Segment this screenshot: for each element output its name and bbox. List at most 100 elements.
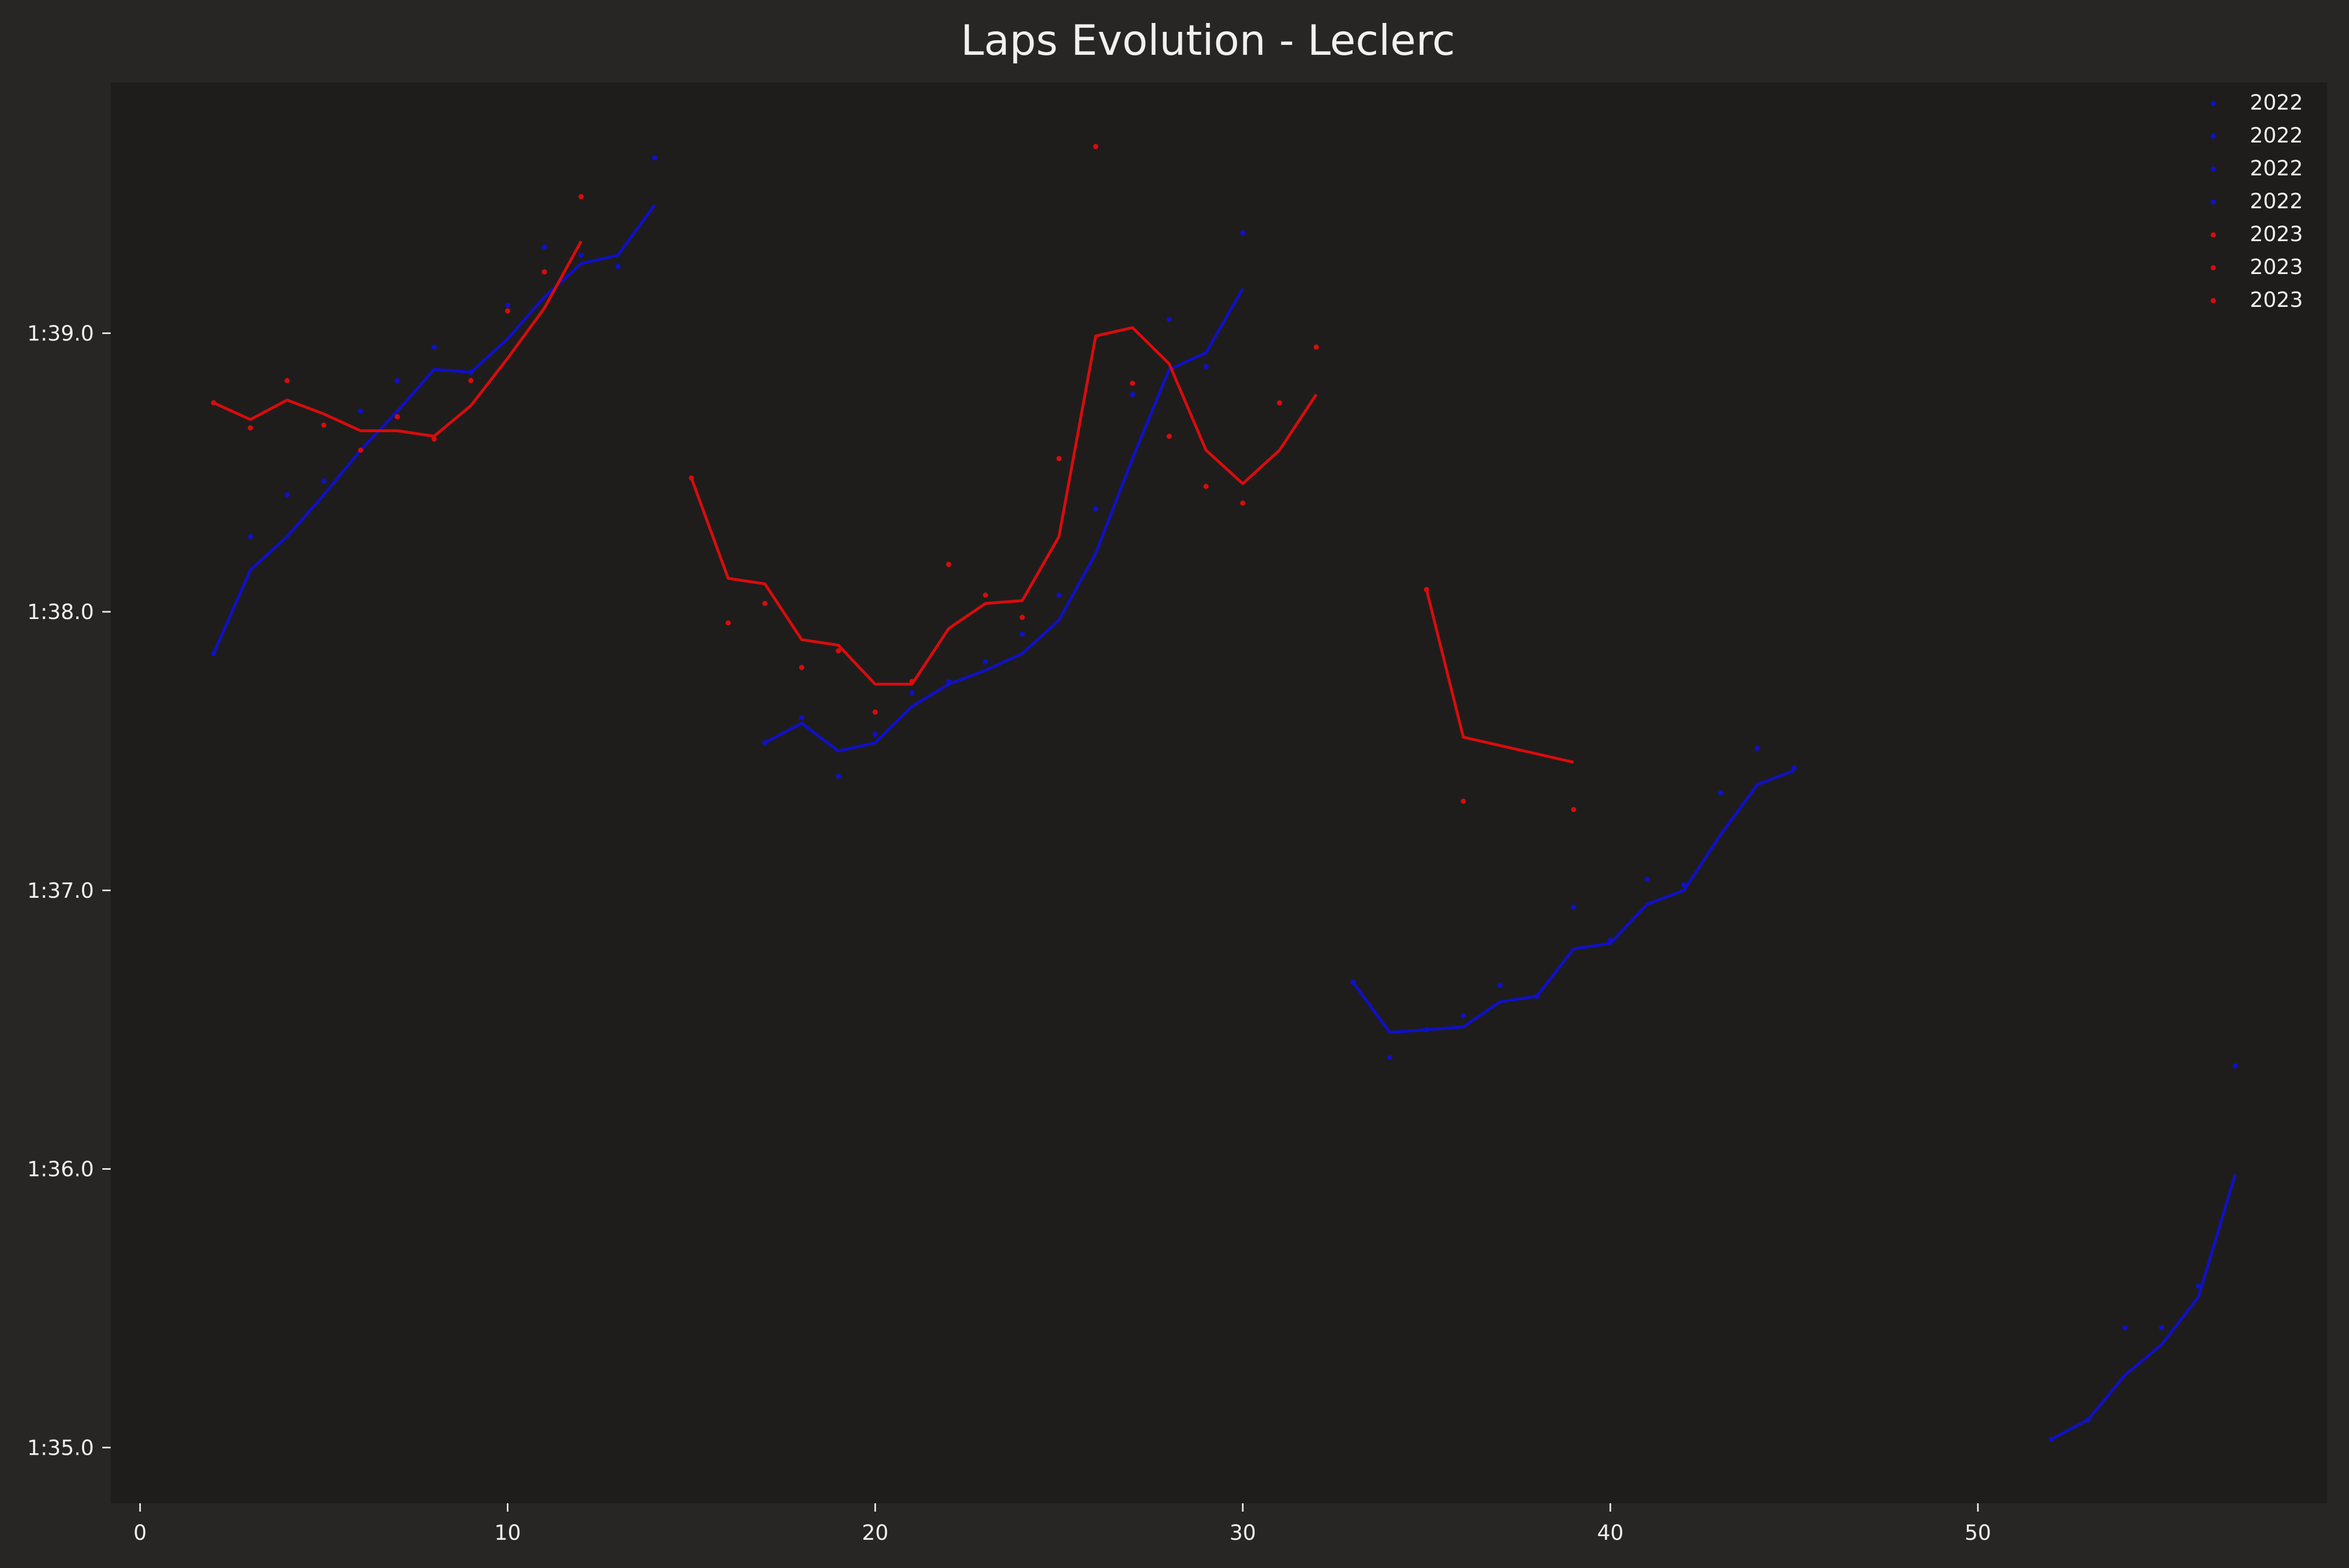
series-line [764,288,1244,753]
data-point [1423,587,1429,592]
legend-item: 2023 [2211,255,2303,279]
legend: 2022 2022 2022 2022 2023 2023 2023 [2211,91,2303,312]
legend-item: 2022 [2211,91,2303,115]
data-point [1571,807,1576,812]
data-point [946,562,952,567]
legend-marker [2211,134,2216,139]
data-point [836,648,841,654]
data-point [211,651,217,657]
data-point [395,414,400,420]
data-point [872,731,878,737]
data-point [247,534,253,539]
data-point [1019,631,1025,637]
legend-item: 2023 [2211,288,2303,312]
series-group [211,144,2238,1442]
data-point [1203,364,1209,370]
data-point [1166,433,1172,439]
legend-label: 2023 [2250,222,2303,246]
data-point [982,659,988,665]
series-line [2050,1174,2237,1441]
data-point [726,620,731,626]
legend-label: 2022 [2250,124,2303,148]
data-point [1534,993,1540,999]
x-tick-label: 30 [1229,1521,1256,1545]
data-point [1607,937,1613,943]
data-point [505,303,511,308]
legend-label: 2022 [2250,189,2303,213]
series-line [212,204,656,655]
series-2023-segment-6 [689,144,1319,715]
data-point [1130,381,1135,386]
data-point [1277,400,1283,406]
data-point [909,679,915,684]
data-point [321,422,327,428]
data-point [468,378,474,384]
data-point [836,774,841,779]
data-point [578,252,584,258]
data-point [321,478,327,484]
axes: 0 10 20 30 40 50 1:35.0 1:36.0 1:37.0 1:38.0 1:39.… [27,322,1991,1545]
data-point [1461,799,1466,804]
series-2023-segment-5 [211,194,584,453]
data-point [1461,1013,1466,1018]
legend-label: 2022 [2250,91,2303,115]
y-tick-label: 1:35.0 [27,1436,94,1460]
series-line [1425,589,1574,764]
series-2022-segment-1 [211,155,658,657]
data-point [358,408,363,414]
data-point [1792,765,1797,770]
data-point [505,308,511,314]
data-point [1019,614,1025,620]
data-point [982,592,988,598]
data-point [395,378,400,384]
data-point [1718,790,1724,795]
data-point [541,269,547,275]
data-point [431,436,437,442]
series-line [213,240,583,438]
data-point [1056,456,1062,461]
x-tick-label: 20 [862,1521,888,1545]
legend-label: 2022 [2250,157,2303,181]
data-point [431,345,437,350]
legend-marker [2211,167,2216,172]
data-point [762,740,768,745]
data-point [1056,592,1062,598]
data-point [1423,1027,1429,1032]
series-2022-segment-3 [1350,745,1797,1060]
y-tick-label: 1:36.0 [27,1158,94,1182]
y-tick-label: 1:37.0 [27,879,94,903]
y-tick-label: 1:39.0 [27,322,94,346]
data-point [615,264,621,269]
legend-marker [2211,232,2216,237]
legend-item: 2022 [2211,124,2303,148]
data-point [2122,1325,2128,1331]
data-point [541,244,547,250]
series-2022-segment-4 [2048,1063,2238,1442]
data-point [247,425,253,431]
data-point [799,715,804,720]
legend-item: 2023 [2211,222,2303,246]
data-point [909,690,915,695]
x-tick-label: 0 [134,1521,147,1545]
data-point [1093,506,1099,512]
data-point [1240,500,1245,506]
data-point [284,378,290,384]
data-point [358,447,363,453]
data-point [872,709,878,715]
data-point [1130,391,1135,397]
plot-area [111,82,2327,1503]
data-point [2048,1436,2054,1442]
data-point [946,679,952,684]
data-point [2196,1283,2201,1289]
data-point [211,400,217,406]
data-point [468,370,474,375]
legend-marker [2211,101,2216,106]
x-tick-label: 10 [494,1521,521,1545]
data-point [799,664,804,670]
data-point [1387,1055,1393,1060]
data-point [284,492,290,497]
data-point [2085,1417,2091,1422]
data-point [1093,144,1099,149]
